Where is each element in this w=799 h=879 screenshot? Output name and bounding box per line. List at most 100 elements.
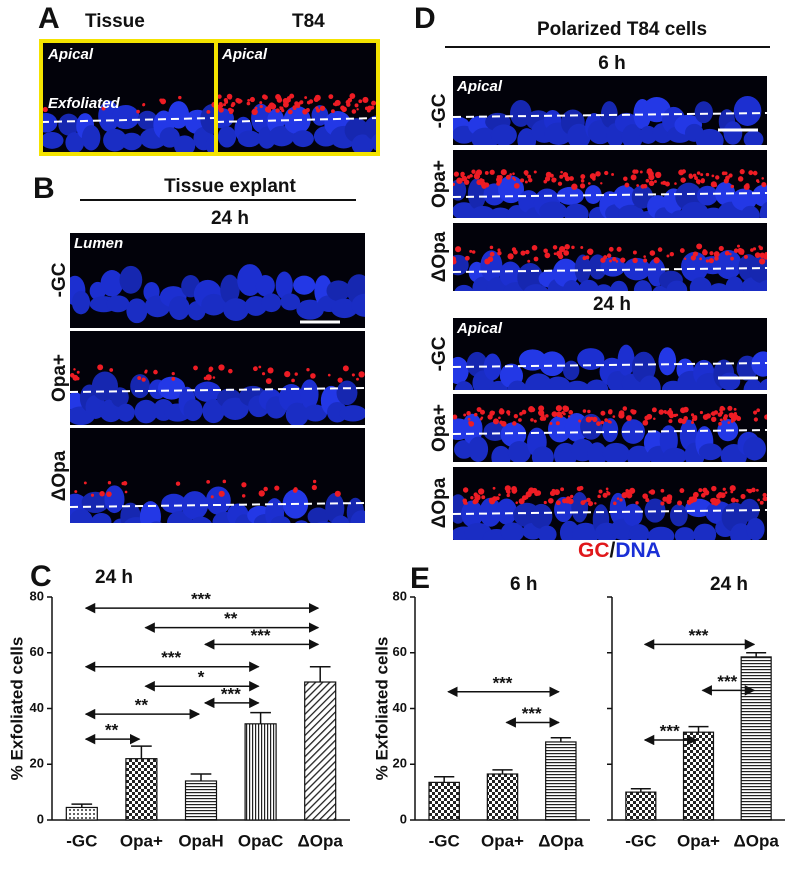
nucleus <box>719 372 741 390</box>
nucleus <box>58 113 80 136</box>
bacterium <box>738 248 745 255</box>
nucleus <box>351 293 365 317</box>
bacterium <box>521 409 527 415</box>
bacterium <box>705 172 710 177</box>
nucleus <box>157 376 186 400</box>
stain-legend: GC/DNA <box>578 539 661 562</box>
nucleus <box>530 503 553 529</box>
bacterium <box>721 171 726 176</box>
bacterium <box>346 102 351 107</box>
bacterium <box>520 178 525 183</box>
nucleus <box>524 373 553 390</box>
nucleus <box>537 525 557 540</box>
bacterium <box>473 412 478 417</box>
nucleus <box>571 491 589 523</box>
bacterium <box>488 497 495 504</box>
bacterium <box>466 410 471 416</box>
nucleus <box>364 115 378 141</box>
nucleus <box>479 497 502 527</box>
bar <box>740 656 772 821</box>
bacterium <box>580 174 586 180</box>
nucleus <box>743 436 766 461</box>
nucleus <box>293 275 316 295</box>
bacterium <box>489 169 495 175</box>
bacterium <box>218 101 223 107</box>
bar <box>545 741 577 821</box>
bacterium <box>513 414 518 419</box>
nucleus <box>453 356 469 385</box>
bacterium <box>254 106 258 110</box>
nucleus <box>116 403 135 422</box>
bacterium <box>735 415 742 421</box>
bacterium <box>479 409 485 415</box>
bacterium <box>287 109 293 115</box>
y-tick-label: 80 <box>393 588 407 603</box>
bacterium <box>660 488 665 493</box>
bacterium <box>226 93 233 100</box>
nucleus <box>300 379 319 410</box>
bacterium <box>578 419 582 423</box>
bacterium <box>298 101 303 105</box>
bacterium <box>753 410 758 415</box>
x-tick-label: Opa+ <box>677 831 720 850</box>
bacterium <box>267 367 274 374</box>
bacterium <box>460 173 464 178</box>
bacterium <box>711 501 715 505</box>
nucleus <box>268 125 295 147</box>
bacterium <box>106 491 112 497</box>
bacterium <box>571 245 575 250</box>
bacterium <box>680 177 686 183</box>
nucleus <box>602 442 630 462</box>
basal-line <box>452 267 768 273</box>
nucleus <box>65 132 85 154</box>
bacterium <box>160 98 167 105</box>
bacterium <box>668 408 672 411</box>
bacterium <box>755 488 759 492</box>
bacterium <box>702 487 708 493</box>
bacterium <box>259 104 263 109</box>
bacterium <box>724 250 730 256</box>
bacterium <box>560 487 565 492</box>
bacterium <box>453 171 460 177</box>
bacterium <box>142 103 146 106</box>
bacterium <box>724 491 728 494</box>
bacterium <box>653 180 657 184</box>
basal-line <box>452 362 768 368</box>
bacterium <box>730 256 734 261</box>
bacterium <box>580 179 585 183</box>
nucleus <box>587 442 607 462</box>
bacterium <box>752 247 757 251</box>
bar <box>244 723 277 821</box>
bacterium <box>699 257 703 261</box>
nucleus <box>351 134 374 154</box>
bacterium <box>743 254 748 259</box>
nucleus <box>594 284 613 291</box>
bacterium <box>725 175 730 181</box>
bar <box>125 758 158 821</box>
bacterium <box>558 246 566 253</box>
bacterium <box>520 250 526 256</box>
bacterium <box>688 173 693 178</box>
bacterium <box>722 487 726 491</box>
nucleus <box>370 133 378 152</box>
basal-line <box>69 502 366 508</box>
bacterium <box>527 259 531 263</box>
bacterium <box>605 487 609 491</box>
y-tick-label: 40 <box>30 700 44 715</box>
nucleus <box>499 261 522 288</box>
nucleus <box>725 276 744 291</box>
nucleus <box>679 419 698 451</box>
bar <box>682 731 715 821</box>
bacterium <box>456 177 463 184</box>
bacterium <box>735 498 739 503</box>
basal-line <box>452 112 768 118</box>
nucleus <box>316 521 332 523</box>
bacterium <box>688 498 695 504</box>
bacterium <box>699 410 704 415</box>
bacterium <box>42 106 48 113</box>
bacterium <box>171 377 176 381</box>
nuclei <box>453 168 767 218</box>
nucleus <box>280 293 301 311</box>
bacterium <box>714 184 718 187</box>
nucleus <box>623 503 643 527</box>
